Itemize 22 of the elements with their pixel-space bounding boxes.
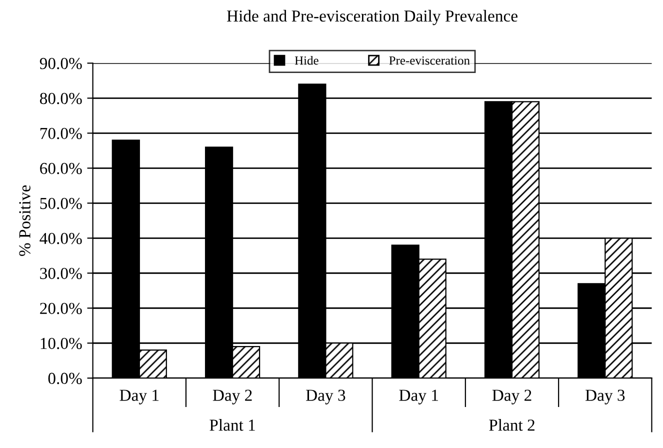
y-tick-label: 90.0% bbox=[40, 58, 82, 70]
x-tick-label: Day 3 bbox=[306, 390, 346, 404]
x-tick-label: Day 3 bbox=[586, 390, 625, 404]
y-tick-label: 20.0% bbox=[40, 302, 82, 314]
x-tick-label: Day 1 bbox=[120, 390, 159, 404]
y-tick-label: 10.0% bbox=[40, 338, 82, 350]
y-tick-label: 0.0% bbox=[48, 372, 82, 384]
x-tick-label: Day 2 bbox=[212, 390, 252, 404]
y-tick-label: 40.0% bbox=[40, 232, 82, 244]
y-tick-label: 50.0% bbox=[40, 198, 82, 210]
y-tick-label: 60.0% bbox=[40, 162, 82, 174]
y-tick-label: 80.0% bbox=[40, 92, 82, 104]
y-tick-label: 70.0% bbox=[40, 128, 82, 140]
y-tick-label: 30.0% bbox=[40, 268, 82, 280]
x-tick-label: Day 2 bbox=[492, 390, 532, 404]
y-axis-title: % Positive bbox=[19, 185, 30, 256]
legend-label: Hide bbox=[294, 56, 318, 65]
legend-label: Pre-evisceration bbox=[389, 56, 470, 65]
chart-title: Hide and Pre-evisceration Daily Prevalence bbox=[226, 10, 518, 26]
x-tick-label: Day 1 bbox=[399, 390, 438, 404]
text: Plant 1 bbox=[210, 419, 255, 431]
text: Plant 2 bbox=[489, 419, 534, 431]
